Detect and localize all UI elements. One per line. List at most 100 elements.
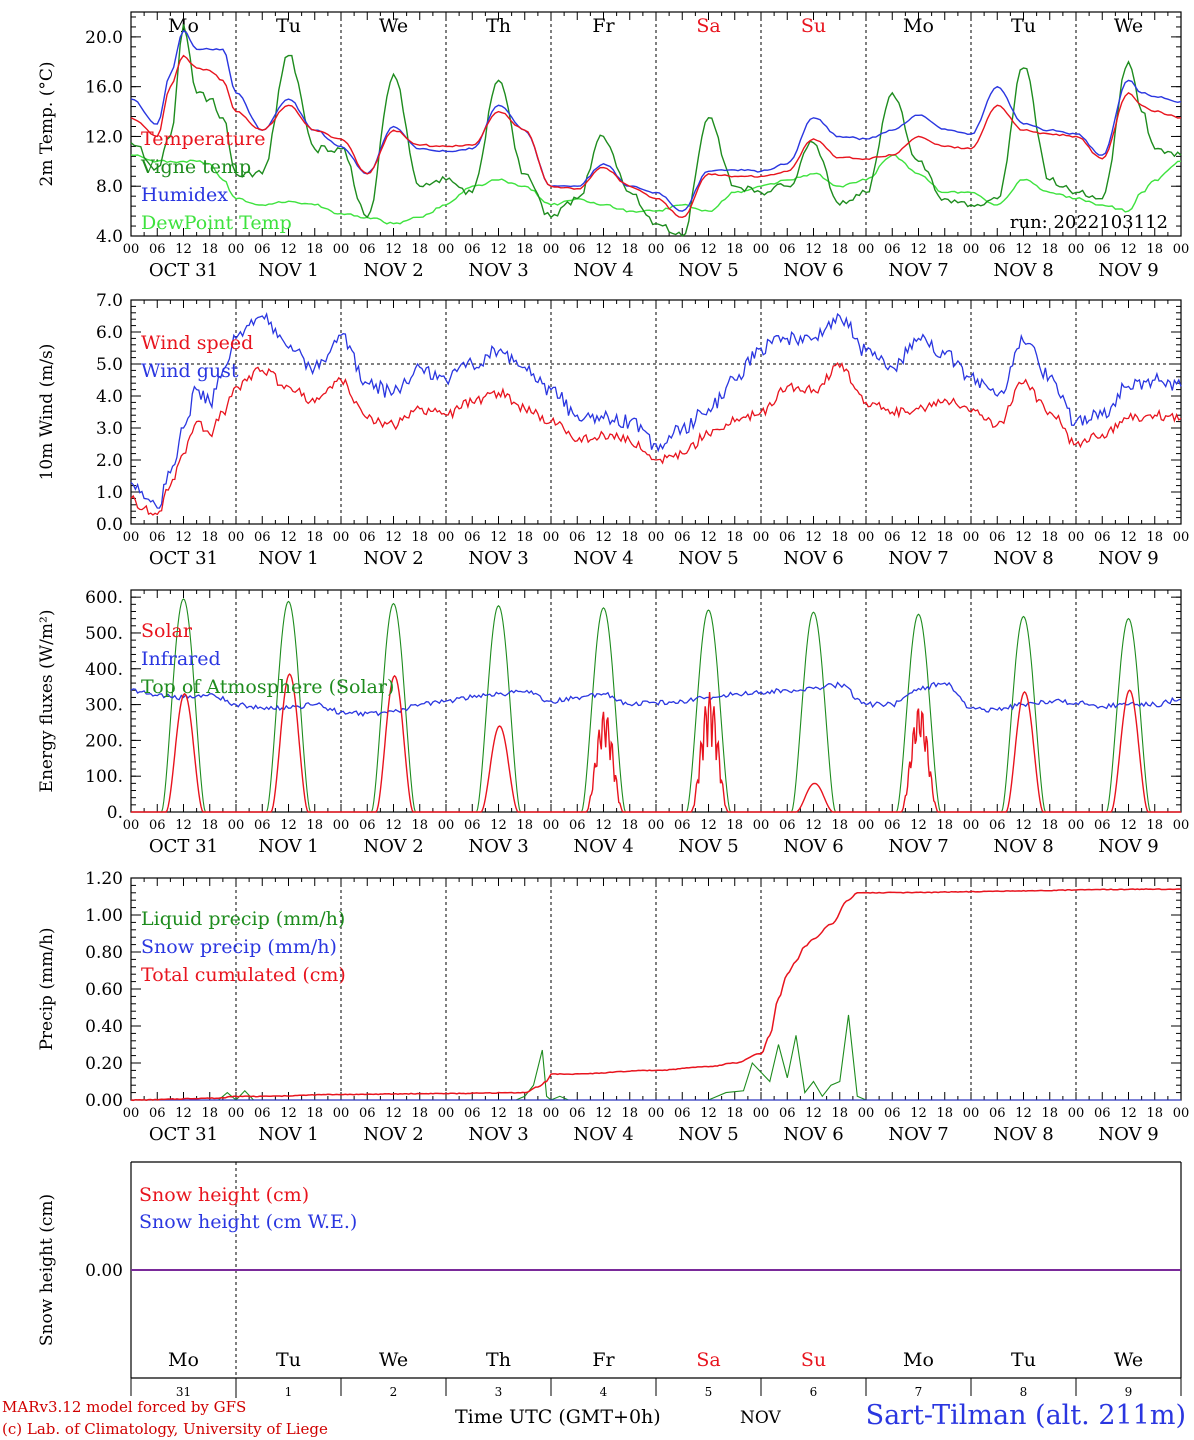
hour-tick-label: 12 bbox=[805, 818, 822, 833]
hour-tick-label: 00 bbox=[123, 242, 140, 257]
hour-tick-label: 00 bbox=[123, 818, 140, 833]
hour-tick-label: 00 bbox=[438, 530, 455, 545]
hour-tick-label: 18 bbox=[1146, 242, 1163, 257]
hour-tick-label: 12 bbox=[490, 242, 507, 257]
legend-entry: Vigne temp bbox=[140, 156, 251, 178]
hour-tick-label: 00 bbox=[123, 530, 140, 545]
date-label: NOV 2 bbox=[363, 1124, 423, 1145]
y-tick-label: 0.0 bbox=[96, 515, 123, 535]
y-tick-label: 400. bbox=[85, 660, 123, 680]
hour-tick-label: 00 bbox=[228, 818, 245, 833]
hour-tick-label: 00 bbox=[543, 1106, 560, 1121]
date-label: NOV 1 bbox=[258, 836, 318, 857]
y-axis-label: 10m Wind (m/s) bbox=[37, 344, 57, 481]
hour-tick-label: 06 bbox=[1094, 1106, 1111, 1121]
hour-tick-label: 06 bbox=[989, 530, 1006, 545]
hour-tick-label: 12 bbox=[1120, 818, 1137, 833]
hour-tick-label: 00 bbox=[1173, 242, 1190, 257]
hour-tick-label: 18 bbox=[936, 242, 953, 257]
hour-tick-label: 00 bbox=[648, 1106, 665, 1121]
hour-tick-label: 12 bbox=[175, 530, 192, 545]
hour-tick-label: 18 bbox=[411, 530, 428, 545]
hour-tick-label: 18 bbox=[621, 1106, 638, 1121]
y-tick-label: 0.80 bbox=[85, 943, 123, 963]
y-tick-label: 1.00 bbox=[85, 906, 123, 926]
day-abbr-label: Th bbox=[486, 15, 511, 37]
hour-tick-label: 18 bbox=[726, 242, 743, 257]
y-tick-label: 12.0 bbox=[85, 127, 123, 147]
plot-frame bbox=[130, 299, 1182, 525]
hour-tick-label: 06 bbox=[359, 242, 376, 257]
panel-4: 0.00 0.20 0.40 0.60 0.80 1.00 1.20 Precip (mm/h… bbox=[37, 869, 1189, 1145]
hour-tick-label: 00 bbox=[438, 818, 455, 833]
hour-tick-label: 18 bbox=[516, 242, 533, 257]
date-label: NOV 3 bbox=[468, 548, 528, 569]
hour-tick-label: 06 bbox=[359, 818, 376, 833]
hour-tick-label: 06 bbox=[1094, 242, 1111, 257]
hour-tick-label: 18 bbox=[1041, 242, 1058, 257]
day-abbr-label: Su bbox=[801, 15, 826, 37]
hour-tick-label: 00 bbox=[1173, 530, 1190, 545]
legend-entry: Snow height (cm W.E.) bbox=[139, 1211, 357, 1233]
hour-tick-label: 12 bbox=[910, 818, 927, 833]
y-tick-label: 1.0 bbox=[96, 483, 123, 503]
hour-tick-label: 12 bbox=[1015, 1106, 1032, 1121]
hour-tick-label: 18 bbox=[1041, 530, 1058, 545]
hour-tick-label: 06 bbox=[149, 818, 166, 833]
day-abbr-label: We bbox=[379, 15, 408, 37]
day-abbr-label: Fr bbox=[592, 1349, 615, 1371]
hour-tick-label: 12 bbox=[490, 1106, 507, 1121]
hour-tick-label: 00 bbox=[438, 1106, 455, 1121]
hour-tick-label: 12 bbox=[280, 530, 297, 545]
hour-tick-label: 18 bbox=[201, 242, 218, 257]
series-line bbox=[130, 681, 1182, 718]
date-label: NOV 3 bbox=[468, 260, 528, 281]
y-tick-label: 200. bbox=[85, 731, 123, 751]
legend-entry: Humidex bbox=[141, 184, 228, 206]
hour-tick-label: 18 bbox=[201, 818, 218, 833]
hour-tick-label: 00 bbox=[648, 818, 665, 833]
hour-tick-label: 00 bbox=[228, 530, 245, 545]
hour-tick-label: 06 bbox=[779, 818, 796, 833]
copyright-credit: (c) Lab. of Climatology, University of L… bbox=[2, 1420, 328, 1438]
date-label: NOV 8 bbox=[993, 260, 1053, 281]
y-tick-label: 0.00 bbox=[85, 1261, 123, 1281]
hour-tick-label: 06 bbox=[464, 1106, 481, 1121]
hour-tick-label: 06 bbox=[254, 242, 271, 257]
day-number-label: 7 bbox=[915, 1385, 923, 1399]
hour-tick-label: 00 bbox=[1068, 1106, 1085, 1121]
day-abbr-label: Mo bbox=[903, 1349, 934, 1371]
hour-tick-label: 00 bbox=[228, 1106, 245, 1121]
date-label: NOV 9 bbox=[1098, 836, 1158, 857]
date-label: NOV 4 bbox=[573, 1124, 633, 1145]
hour-tick-label: 06 bbox=[884, 530, 901, 545]
hour-tick-label: 18 bbox=[726, 530, 743, 545]
hour-tick-label: 06 bbox=[779, 530, 796, 545]
y-tick-label: 5.0 bbox=[96, 355, 123, 375]
day-number-label: 3 bbox=[495, 1385, 503, 1399]
hour-tick-label: 06 bbox=[674, 242, 691, 257]
y-axis-label: Energy fluxes (W/m²) bbox=[37, 610, 57, 793]
day-number-label: 8 bbox=[1020, 1385, 1028, 1399]
hour-tick-label: 06 bbox=[674, 1106, 691, 1121]
legend-entry: Top of Atmosphere (Solar) bbox=[141, 676, 394, 698]
hour-tick-label: 12 bbox=[175, 818, 192, 833]
date-label: NOV 5 bbox=[678, 1124, 738, 1145]
y-tick-label: 7.0 bbox=[96, 291, 123, 311]
legend-entry: Wind speed bbox=[141, 332, 253, 354]
hour-tick-label: 12 bbox=[1015, 242, 1032, 257]
date-label: NOV 8 bbox=[993, 548, 1053, 569]
hour-tick-label: 12 bbox=[700, 242, 717, 257]
hour-tick-label: 12 bbox=[910, 530, 927, 545]
hour-tick-label: 12 bbox=[805, 530, 822, 545]
hour-tick-label: 06 bbox=[779, 1106, 796, 1121]
hour-tick-label: 12 bbox=[385, 242, 402, 257]
hour-tick-label: 06 bbox=[149, 1106, 166, 1121]
series-line bbox=[131, 673, 1181, 813]
date-label: NOV 6 bbox=[783, 548, 843, 569]
hour-tick-label: 06 bbox=[989, 1106, 1006, 1121]
hour-tick-label: 18 bbox=[411, 818, 428, 833]
hour-tick-label: 00 bbox=[963, 530, 980, 545]
y-tick-label: 600. bbox=[85, 588, 123, 608]
day-abbr-label: We bbox=[1114, 1349, 1143, 1371]
